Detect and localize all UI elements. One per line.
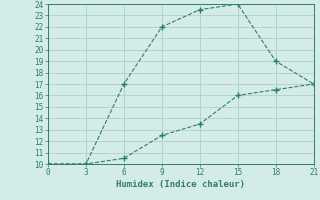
X-axis label: Humidex (Indice chaleur): Humidex (Indice chaleur) [116, 180, 245, 189]
